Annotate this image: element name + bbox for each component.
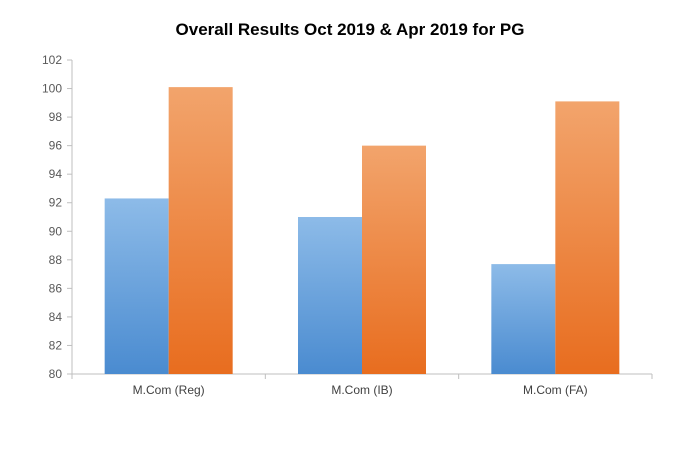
y-tick-label: 84 [49, 310, 63, 324]
y-tick-label: 98 [49, 110, 63, 124]
bar-orange-1 [362, 145, 426, 374]
bar-blue-0 [104, 198, 169, 374]
bar-orange-0 [168, 87, 233, 375]
y-tick-label: 102 [42, 53, 62, 67]
y-tick-label: 94 [49, 167, 63, 181]
x-tick-label: M.Com (Reg) [133, 383, 205, 397]
x-tick-label: M.Com (FA) [523, 383, 588, 397]
y-tick-label: 88 [49, 253, 63, 267]
bar-orange-2 [555, 101, 620, 375]
tick-labels: 80 82 84 86 88 90 92 94 96 98 100 102 M.Com (Reg) M.C… [42, 53, 588, 397]
y-tick-label: 90 [49, 224, 63, 238]
y-tick-label: 86 [49, 281, 63, 295]
y-tick-label: 100 [42, 82, 62, 96]
y-tick-label: 92 [49, 196, 63, 210]
bars [104, 87, 620, 375]
x-tick-label: M.Com (IB) [331, 383, 392, 397]
y-tick-label: 82 [49, 338, 63, 352]
y-tick-label: 80 [49, 367, 63, 381]
bar-blue-1 [298, 217, 362, 374]
y-tick-label: 96 [49, 139, 63, 153]
bar-blue-2 [491, 264, 556, 374]
chart-title: Overall Results Oct 2019 & Apr 2019 for … [175, 20, 525, 39]
